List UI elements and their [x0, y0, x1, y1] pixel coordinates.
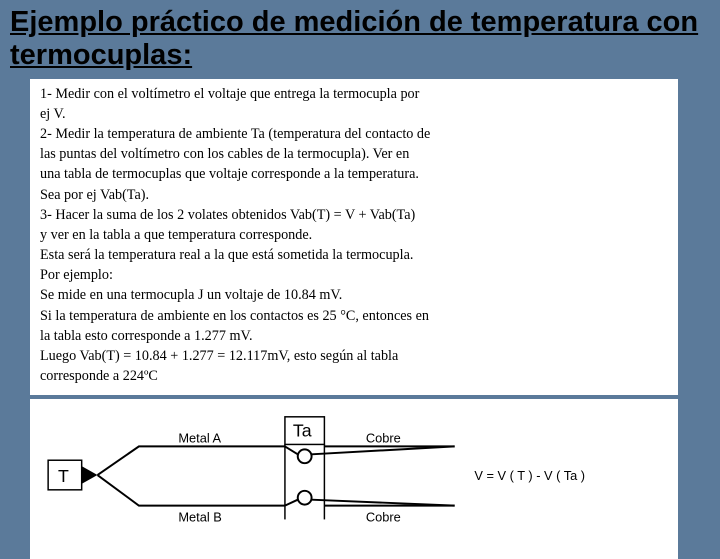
slide-title: Ejemplo práctico de medición de temperat…: [0, 0, 720, 75]
text-line: corresponde a 224ºC: [40, 367, 668, 386]
text-line: 1- Medir con el voltímetro el voltaje qu…: [40, 85, 668, 104]
contact-bot-icon: [298, 491, 312, 505]
wire-top-to-circle-l: [285, 447, 298, 455]
text-line: Por ejemplo:: [40, 266, 668, 285]
text-line: las puntas del voltímetro con los cables…: [40, 145, 668, 164]
t-label: T: [58, 466, 69, 486]
diagram-svg: T Metal A Metal B Ta Cobre: [36, 403, 672, 551]
text-line: y ver en la tabla a que temperatura corr…: [40, 226, 668, 245]
text-line: la tabla esto corresponde a 1.277 mV.: [40, 327, 668, 346]
instruction-text: 1- Medir con el voltímetro el voltaje qu…: [30, 79, 678, 396]
wire-bot-to-circle-l: [285, 500, 298, 506]
ta-label: Ta: [293, 421, 312, 441]
text-line: Esta será la temperatura real a la que e…: [40, 246, 668, 265]
slide: Ejemplo práctico de medición de temperat…: [0, 0, 720, 540]
wire-cobre-top: [312, 447, 455, 455]
text-line: una tabla de termocuplas que voltaje cor…: [40, 165, 668, 184]
text-line: ej V.: [40, 105, 668, 124]
text-line: Se mide en una termocupla J un voltaje d…: [40, 286, 668, 305]
text-line: Si la temperatura de ambiente en los con…: [40, 307, 668, 326]
thermocouple-diagram: T Metal A Metal B Ta Cobre: [30, 399, 678, 559]
cobre-top-label: Cobre: [366, 431, 401, 446]
metal-a-label: Metal A: [178, 431, 221, 446]
wire-metal-a: [97, 447, 284, 476]
text-line: Sea por ej Vab(Ta).: [40, 186, 668, 205]
wire-metal-b: [97, 475, 284, 506]
text-line: 2- Medir la temperatura de ambiente Ta (…: [40, 125, 668, 144]
metal-b-label: Metal B: [178, 510, 221, 525]
text-line: 3- Hacer la suma de los 2 volates obteni…: [40, 206, 668, 225]
text-line: Luego Vab(T) = 10.84 + 1.277 = 12.117mV,…: [40, 347, 668, 366]
junction-wedge: [82, 466, 98, 484]
voltage-equation: V = V ( T ) - V ( Ta ): [474, 468, 585, 483]
contact-top-icon: [298, 450, 312, 464]
cobre-bot-label: Cobre: [366, 510, 401, 525]
